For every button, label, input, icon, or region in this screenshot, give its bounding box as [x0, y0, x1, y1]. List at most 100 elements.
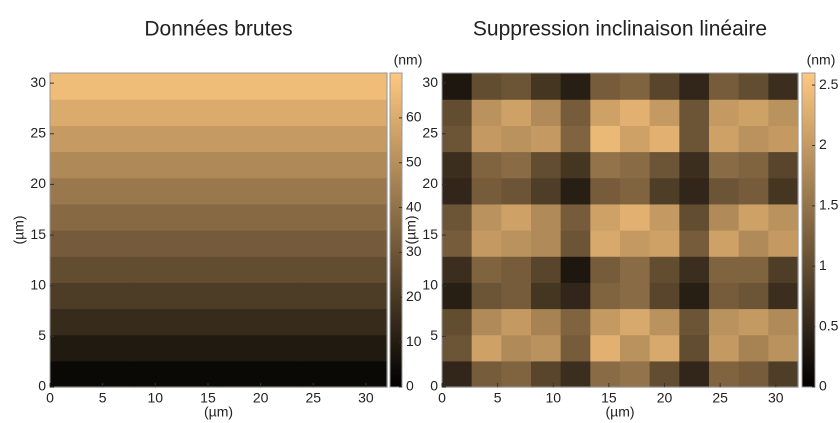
- heat-cell: [768, 334, 799, 362]
- heat-cell: [709, 230, 740, 257]
- heat-cell: [620, 256, 651, 283]
- heat-cell: [560, 230, 591, 257]
- heat-cell: [442, 230, 473, 257]
- heat-cell: [302, 308, 388, 336]
- colorbar-tick-label: 0: [406, 378, 414, 394]
- heat-cell: [590, 125, 621, 153]
- heat-cell: [501, 203, 532, 231]
- heat-cell: [590, 177, 621, 205]
- colorbar-label: (nm): [394, 52, 423, 68]
- y-tick-label: 15: [30, 226, 46, 242]
- heat-cell: [501, 282, 532, 310]
- heat-cell: [679, 230, 710, 257]
- heat-cell: [134, 73, 220, 100]
- y-tick-label: 10: [422, 276, 438, 292]
- heat-cell: [679, 282, 710, 310]
- heat-cell: [649, 151, 680, 179]
- heat-cell: [709, 256, 740, 283]
- heat-cell: [471, 203, 502, 231]
- plot-frame: [441, 72, 799, 388]
- heat-cell: [738, 230, 769, 257]
- heat-cell: [218, 125, 304, 153]
- heat-cell: [302, 360, 388, 388]
- heat-cell: [649, 125, 680, 153]
- heat-cell: [738, 308, 769, 336]
- heat-cell: [649, 256, 680, 283]
- y-tick-label: 15: [422, 226, 438, 242]
- colorbar-tick-label: 60: [406, 109, 422, 125]
- heat-cell: [590, 73, 621, 100]
- y-tick-label: 5: [38, 327, 46, 343]
- heat-cell: [134, 151, 220, 179]
- heat-cell: [560, 73, 591, 100]
- heat-cell: [442, 308, 473, 336]
- heat-cell: [471, 73, 502, 100]
- heat-cell: [501, 334, 532, 362]
- heat-cell: [442, 151, 473, 179]
- heat-cell: [302, 99, 388, 126]
- heat-cell: [471, 256, 502, 283]
- heat-cell: [738, 125, 769, 153]
- heat-cell: [679, 73, 710, 100]
- heat-cell: [134, 282, 220, 310]
- x-tick-label: 5: [494, 390, 502, 406]
- heat-cell: [620, 151, 651, 179]
- colorbar-label: (nm): [807, 52, 836, 68]
- heat-cell: [134, 334, 220, 362]
- heat-cell: [134, 99, 220, 126]
- heat-cell: [560, 203, 591, 231]
- x-tick-label: 30: [768, 390, 784, 406]
- heat-cell: [649, 177, 680, 205]
- x-tick-label: 15: [601, 390, 617, 406]
- heat-cell: [50, 203, 135, 231]
- heat-cell: [738, 282, 769, 310]
- heat-cell: [679, 256, 710, 283]
- heat-cell: [471, 334, 502, 362]
- heat-cell: [590, 282, 621, 310]
- heat-cell: [560, 125, 591, 153]
- heat-cell: [442, 73, 473, 100]
- heat-cell: [620, 230, 651, 257]
- heat-cell: [302, 151, 388, 179]
- heat-cell: [768, 203, 799, 231]
- heat-cell: [302, 125, 388, 153]
- chart-title: Suppression inclinaison linéaire: [473, 18, 767, 41]
- colorbar-tick-label: 2: [819, 136, 827, 152]
- heat-cell: [649, 99, 680, 126]
- heat-cell: [471, 125, 502, 153]
- heat-cell: [738, 334, 769, 362]
- heat-cell: [50, 308, 135, 336]
- heat-cell: [768, 282, 799, 310]
- heat-cell: [620, 99, 651, 126]
- y-tick-label: 10: [30, 276, 46, 292]
- heat-cell: [471, 360, 502, 388]
- heat-cell: [218, 177, 304, 205]
- heat-cell: [134, 256, 220, 283]
- heat-cell: [302, 177, 388, 205]
- heat-cell: [471, 308, 502, 336]
- heat-cell: [531, 230, 562, 257]
- colorbar-tick-label: 1: [819, 257, 827, 273]
- heat-cell: [442, 125, 473, 153]
- heat-cell: [471, 151, 502, 179]
- heat-cell: [501, 256, 532, 283]
- heat-cell: [620, 360, 651, 388]
- heat-cell: [501, 151, 532, 179]
- heat-cell: [218, 256, 304, 283]
- heat-cell: [50, 282, 135, 310]
- y-tick-label: 20: [30, 175, 46, 191]
- heat-cell: [302, 334, 388, 362]
- heat-cell: [302, 282, 388, 310]
- heat-cell: [738, 203, 769, 231]
- heat-cell: [679, 151, 710, 179]
- heat-cell: [768, 73, 799, 100]
- colorbar-tick-label: 40: [406, 198, 422, 214]
- x-tick-label: 20: [253, 390, 269, 406]
- heat-cell: [768, 177, 799, 205]
- heat-cell: [709, 73, 740, 100]
- heat-cell: [531, 177, 562, 205]
- heat-cell: [620, 125, 651, 153]
- heat-cell: [134, 360, 220, 388]
- heat-cell: [501, 308, 532, 336]
